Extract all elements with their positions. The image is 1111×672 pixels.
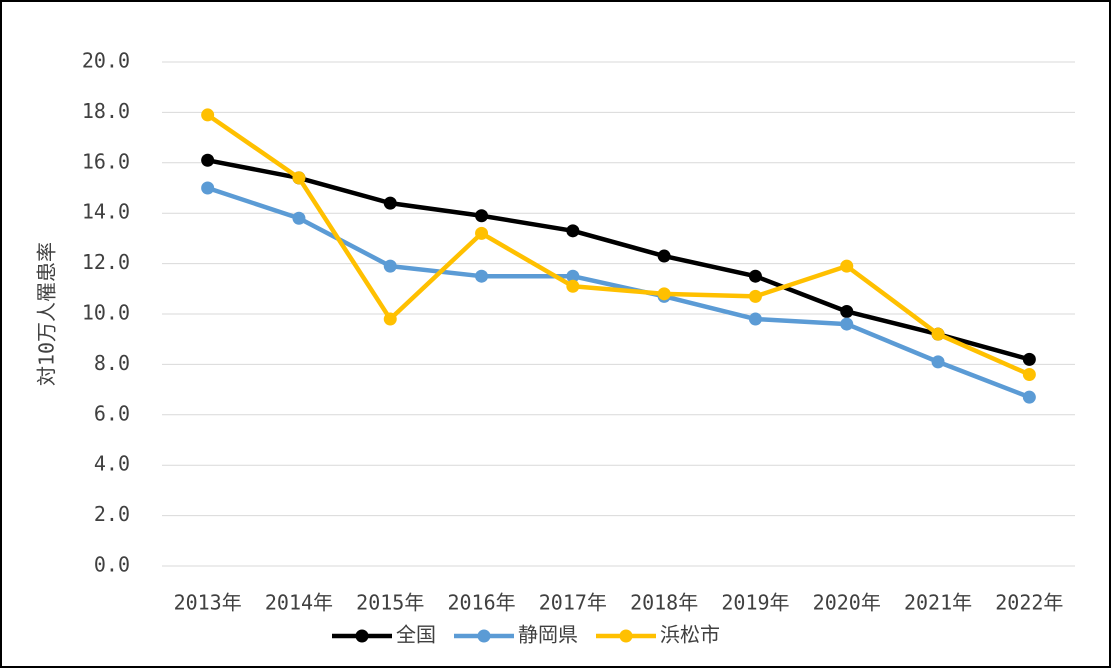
legend-label: 浜松市: [660, 623, 720, 647]
x-tick-label: 2019年: [721, 591, 789, 615]
legend-label: 全国: [396, 623, 436, 647]
y-tick-label: 2.0: [94, 502, 130, 526]
series-line: [206, 113, 1031, 377]
y-tick-label: 16.0: [82, 149, 130, 173]
y-tick-label: 18.0: [82, 99, 130, 123]
x-tick-label: 2017年: [539, 591, 607, 615]
y-tick-label: 4.0: [94, 452, 130, 476]
data-point: [201, 108, 215, 122]
data-point: [840, 317, 854, 331]
legend-marker: [355, 629, 369, 643]
y-tick-label: 8.0: [94, 351, 130, 375]
y-tick-label: 6.0: [94, 401, 130, 425]
legend-label: 静岡県: [518, 623, 578, 647]
y-axis-label: 対10万人罹患率: [35, 242, 59, 386]
data-point: [1022, 352, 1036, 366]
data-point: [383, 259, 397, 273]
data-point: [657, 249, 671, 263]
x-tick-label: 2022年: [995, 591, 1063, 615]
data-point: [383, 312, 397, 326]
data-point: [566, 279, 580, 293]
y-tick-label: 12.0: [82, 250, 130, 274]
x-tick-label: 2018年: [630, 591, 698, 615]
x-tick-label: 2021年: [904, 591, 972, 615]
data-point: [748, 312, 762, 326]
data-point: [840, 259, 854, 273]
data-point: [931, 327, 945, 341]
data-point: [383, 196, 397, 210]
data-point: [201, 153, 215, 167]
x-tick-label: 2014年: [265, 591, 333, 615]
legend-marker: [619, 629, 633, 643]
series-line: [207, 158, 1030, 362]
y-tick-label: 0.0: [94, 553, 130, 577]
legend-marker: [477, 629, 491, 643]
data-point: [748, 269, 762, 283]
x-tick-label: 2013年: [174, 591, 242, 615]
data-point: [292, 171, 306, 185]
data-point: [201, 181, 215, 195]
data-point: [566, 224, 580, 238]
data-point: [748, 289, 762, 303]
y-tick-label: 20.0: [82, 49, 130, 73]
data-point: [1022, 390, 1036, 404]
data-point: [931, 355, 945, 369]
data-point: [475, 209, 489, 223]
y-tick-label: 14.0: [82, 200, 130, 224]
x-tick-label: 2020年: [813, 591, 881, 615]
data-point: [657, 287, 671, 301]
data-point: [566, 269, 580, 283]
data-point: [840, 304, 854, 318]
data-point: [475, 226, 489, 240]
x-tick-label: 2015年: [356, 591, 424, 615]
x-tick-label: 2016年: [447, 591, 515, 615]
data-point: [475, 269, 489, 283]
data-point: [1022, 367, 1036, 381]
y-tick-label: 10.0: [82, 301, 130, 325]
series-line: [206, 185, 1031, 400]
data-point: [292, 211, 306, 225]
